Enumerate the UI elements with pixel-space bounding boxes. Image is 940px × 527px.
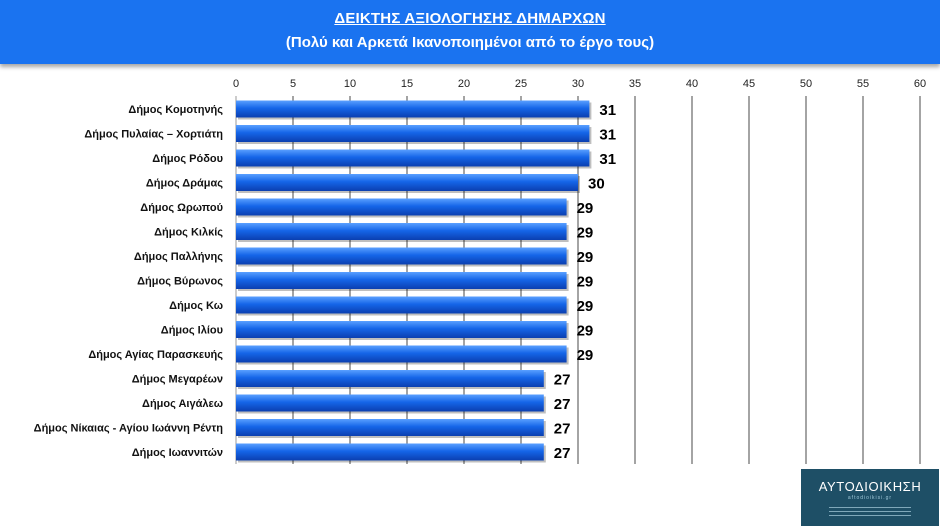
x-tick-label: 30 [572,78,584,90]
category-label: Δήμος Αιγάλεω [142,398,223,410]
data-label: 29 [577,298,594,315]
category-label: Δήμος Νίκαιας - Αγίου Ιωάννη Ρέντη [34,423,224,435]
aftodioikisi-logo: ΑΥΤΟΔΙΟΙΚΗΣΗ aftodioikisi.gr [801,469,939,526]
logo-fine-line [829,511,911,512]
data-label: 27 [554,445,571,462]
data-label: 27 [554,396,571,413]
category-label: Δήμος Ιωαννιτών [132,447,223,459]
data-label: 29 [577,225,594,242]
data-label: 29 [577,200,594,217]
data-label: 27 [554,372,571,389]
bar [236,198,567,216]
x-tick-label: 55 [857,78,869,90]
x-tick-label: 40 [686,78,698,90]
category-label: Δήμος Ωρωπού [140,202,223,214]
x-tick-label: 10 [344,78,356,90]
x-tick-label: 50 [800,78,812,90]
category-label: Δήμος Πυλαίας – Χορτιάτη [84,129,223,141]
chart-title: ΔΕΙΚΤΗΣ ΑΞΙΟΛΟΓΗΣΗΣ ΔΗΜΑΡΧΩΝ [334,10,606,27]
data-label: 31 [599,102,616,119]
x-tick-label: 25 [515,78,527,90]
logo-fine-line [829,515,911,516]
data-label: 29 [577,274,594,291]
x-tick-label: 0 [233,78,239,90]
bar [236,125,590,142]
bar-chart: 0 5 10 15 20 25 30 35 40 45 50 55 60 Δήμος Κομοτηνής 3… [34,78,926,464]
bar [236,345,567,363]
bar [236,272,567,289]
bar [236,370,544,387]
bar [236,296,567,314]
data-label: 29 [577,347,594,364]
category-label: Δήμος Παλλήνης [134,251,223,263]
bar [236,174,578,191]
logo-brand: ΑΥΤΟΔΙΟΙΚΗΣΗ [818,479,922,494]
logo-site: aftodioikisi.gr [847,495,893,501]
category-label: Δήμος Αγίας Παρασκευής [88,349,223,361]
bar [236,100,590,118]
data-label: 31 [599,151,616,168]
category-label: Δήμος Κω [169,300,223,312]
data-label: 30 [588,176,605,193]
bar [236,394,544,412]
chart-subtitle: (Πολύ και Αρκετά Ικανοποιημένοι από το έ… [285,34,655,51]
data-label: 27 [554,421,571,438]
header-banner: ΔΕΙΚΤΗΣ ΑΞΙΟΛΟΓΗΣΗΣ ΔΗΜΑΡΧΩΝ (Πολύ και Α… [0,0,940,64]
category-label: Δήμος Ιλίου [161,325,223,337]
x-tick-label: 35 [629,78,641,90]
data-label: 29 [577,323,594,340]
x-tick-label: 20 [458,78,470,90]
bar [236,443,544,461]
data-label: 29 [577,249,594,266]
category-label: Δήμος Κιλκίς [154,227,223,239]
logo-fine-line [829,507,911,508]
category-label: Δήμος Μεγαρέων [132,374,223,386]
bar [236,223,567,240]
bar [236,419,544,436]
bar [236,149,590,167]
bar [236,247,567,265]
x-tick-label: 45 [743,78,755,90]
category-label: Δήμος Κομοτηνής [128,104,223,116]
x-tick-label: 5 [290,78,296,90]
bar [236,321,567,338]
category-label: Δήμος Βύρωνος [137,276,223,288]
x-tick-label: 15 [401,78,413,90]
data-label: 31 [599,127,616,144]
category-label: Δήμος Δράμας [146,178,223,190]
x-tick-label: 60 [914,78,926,90]
category-label: Δήμος Ρόδου [152,153,223,165]
